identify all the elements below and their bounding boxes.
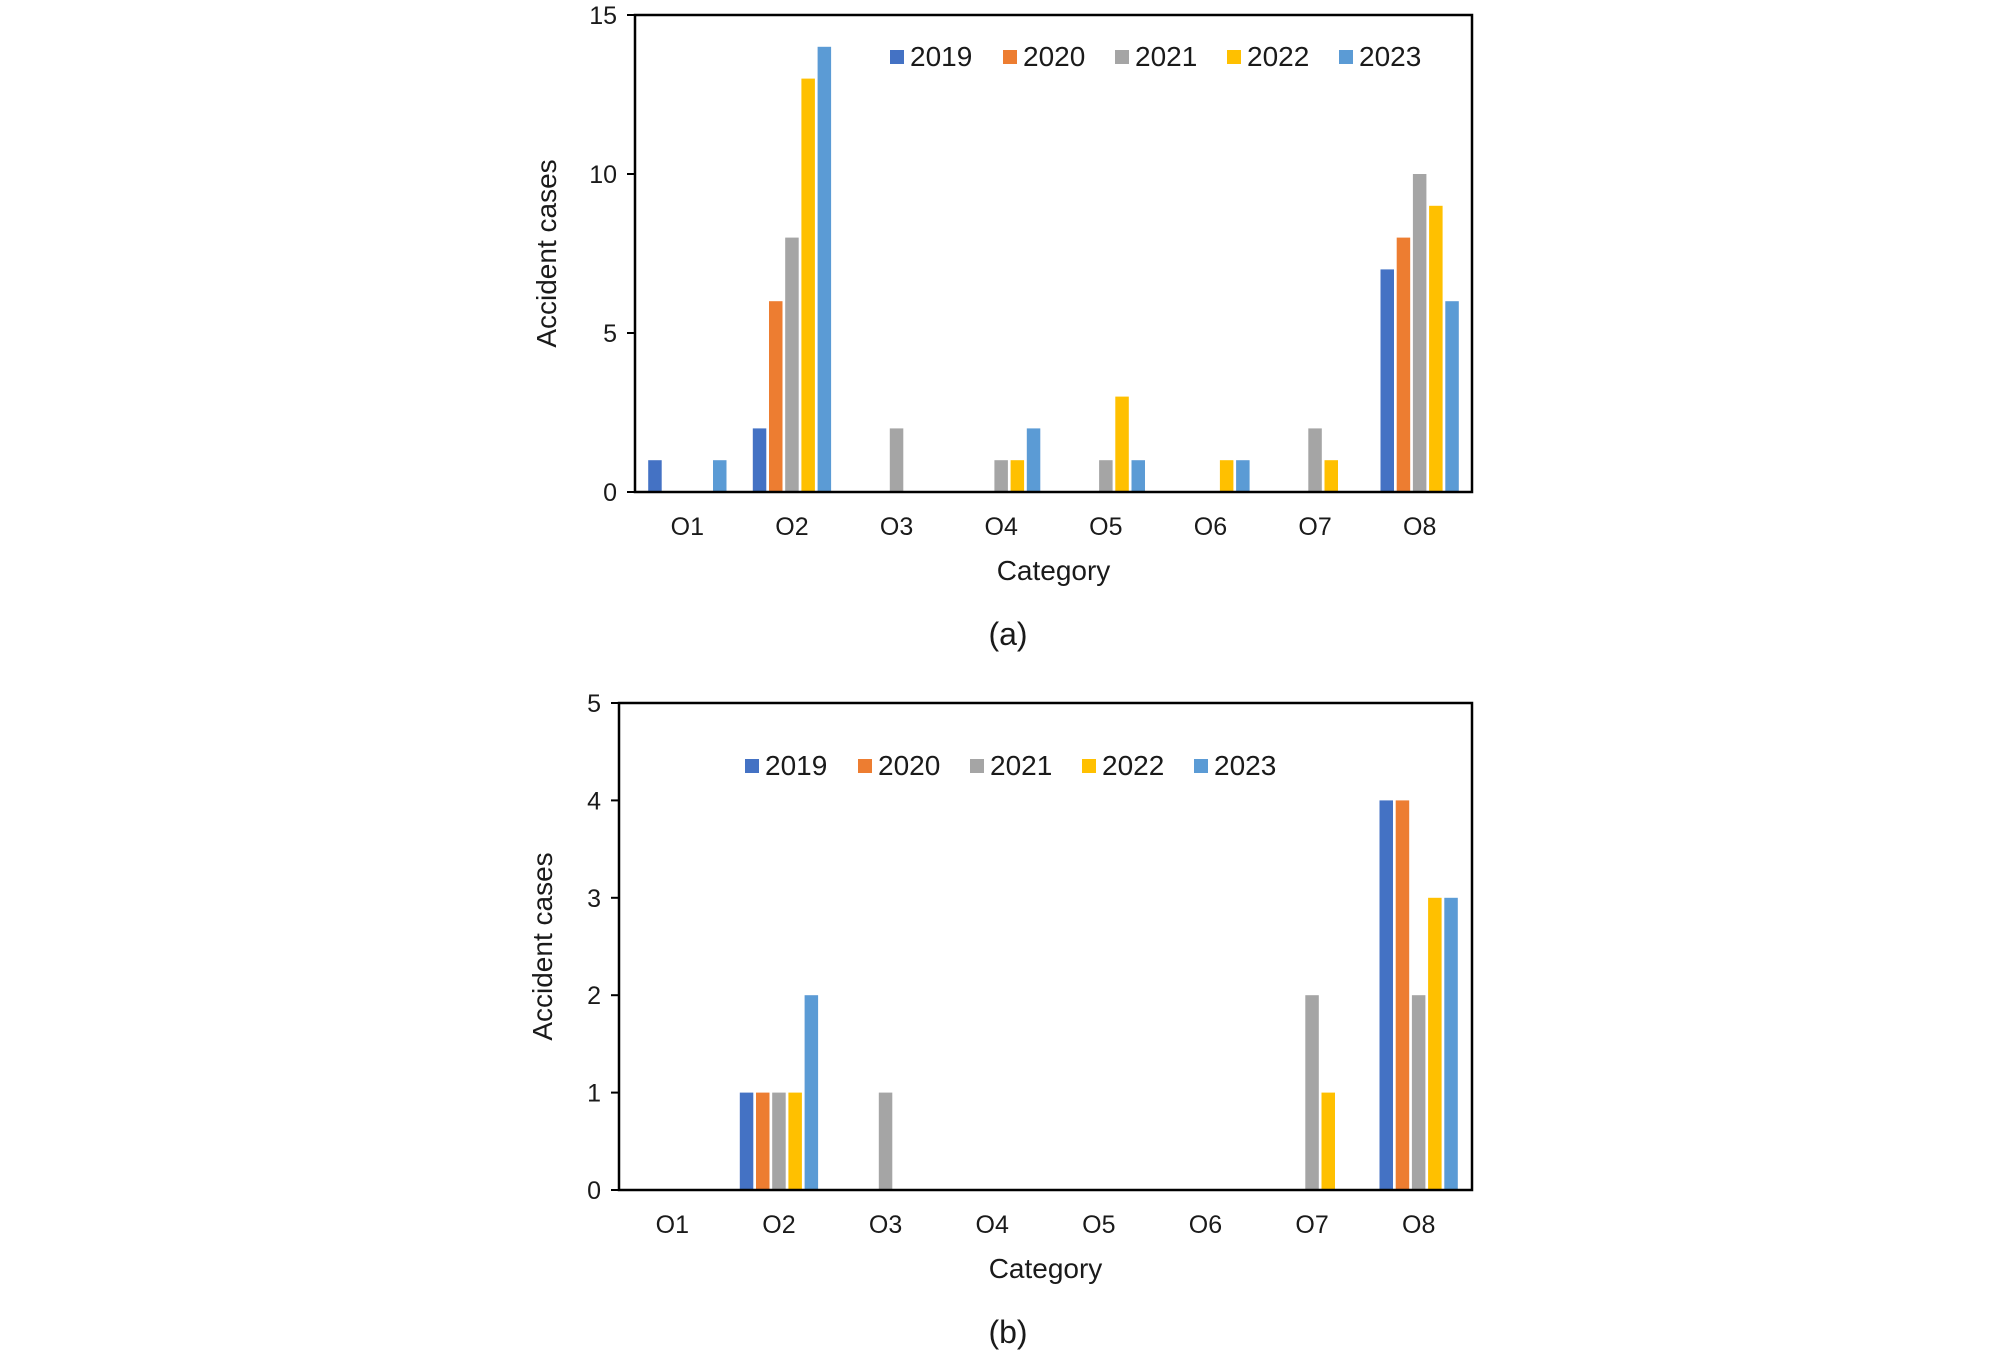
bar-2021-O8 [1412, 174, 1427, 492]
y-tick-label: 15 [589, 2, 617, 30]
legend-label-2022: 2022 [1247, 41, 1309, 72]
legend-label-2019: 2019 [910, 41, 972, 72]
legend-swatch-2020 [1003, 50, 1017, 64]
bar-2021-O7 [1308, 428, 1322, 492]
bar-2023-O2 [817, 46, 832, 493]
bar-2019-O2 [739, 1092, 754, 1190]
bar-2019-O8 [1379, 800, 1393, 1190]
figure-caption: (b) [988, 1314, 1027, 1350]
bar-2021-O3 [878, 1092, 893, 1190]
x-axis-title: Category [997, 555, 1111, 586]
bar-2019-O2 [752, 428, 767, 492]
x-tick-label: O3 [869, 1211, 902, 1239]
bar-2023-O8 [1445, 301, 1459, 492]
bar-2021-O3 [889, 428, 904, 492]
legend-label-2020: 2020 [878, 750, 940, 781]
x-tick-label: O5 [1082, 1211, 1115, 1239]
x-tick-label: O5 [1089, 513, 1122, 541]
legend-label-2023: 2023 [1359, 41, 1421, 72]
bar-2021-O8 [1411, 995, 1426, 1190]
bar-2021-O5 [1099, 460, 1113, 492]
y-axis-title: Accident cases [531, 159, 562, 347]
bar-2019-O1 [648, 460, 662, 492]
plot-frame [617, 701, 1474, 1192]
chart-a: 0 5 10 15 O1 O2 O3 O4 O5 O6 O7 O8 Category Accident c… [531, 2, 1474, 652]
bar-2020-O8 [1395, 800, 1410, 1190]
legend: 2019 2020 2021 2022 2023 [890, 41, 1421, 72]
legend-label-2022: 2022 [1102, 750, 1164, 781]
legend-label-2023: 2023 [1214, 750, 1276, 781]
x-tick-label: O1 [671, 513, 704, 541]
y-tick-label: 0 [603, 479, 617, 507]
x-tick-label: O6 [1189, 1211, 1222, 1239]
bar-2023-O6 [1236, 460, 1250, 492]
x-tick-label: O4 [976, 1211, 1009, 1239]
legend-swatch-2022 [1227, 50, 1241, 64]
bar-2021-O4 [994, 460, 1008, 492]
x-tick-label: O8 [1402, 1211, 1435, 1239]
y-tick-label: 3 [587, 885, 601, 913]
bar-2022-O7 [1321, 1092, 1335, 1190]
legend-swatch-2023 [1194, 759, 1208, 773]
x-tick-label: O3 [880, 513, 913, 541]
legend-swatch-2022 [1082, 759, 1096, 773]
y-tick-label: 0 [587, 1177, 601, 1205]
bar-2020-O2 [756, 1092, 770, 1190]
x-tick-label: O1 [656, 1211, 689, 1239]
bar-2023-O2 [804, 995, 819, 1190]
figure-caption: (a) [988, 616, 1027, 652]
bar-2022-O6 [1219, 460, 1234, 492]
legend-label-2020: 2020 [1023, 41, 1085, 72]
y-tick-label: 1 [587, 1080, 601, 1108]
bar-2022-O7 [1324, 460, 1338, 492]
x-tick-label: O2 [762, 1211, 795, 1239]
bar-2023-O8 [1444, 897, 1458, 1190]
y-axis-title: Accident cases [527, 852, 558, 1040]
chart-b: 0 1 2 3 4 5 O1 O2 O3 O4 O5 O6 O7 O8 Category Accident c… [527, 690, 1474, 1350]
x-tick-label: O6 [1194, 513, 1227, 541]
bar-2022-O8 [1428, 897, 1442, 1190]
bar-2020-O2 [769, 301, 783, 492]
x-tick-label: O2 [775, 513, 808, 541]
legend-label-2019: 2019 [765, 750, 827, 781]
x-tick-label: O8 [1403, 513, 1436, 541]
bar-2021-O2 [772, 1092, 786, 1190]
bar-2022-O4 [1010, 460, 1025, 492]
y-tick-label: 4 [587, 787, 601, 815]
x-tick-label: O4 [985, 513, 1018, 541]
legend-swatch-2021 [970, 759, 984, 773]
bar-2021-O2 [785, 237, 799, 492]
plot-frame [633, 13, 1474, 494]
bar-2022-O2 [788, 1092, 802, 1190]
y-tick-label: 5 [603, 320, 617, 348]
bar-2022-O5 [1115, 396, 1129, 492]
bar-2020-O8 [1396, 237, 1411, 492]
bar-2023-O1 [713, 460, 727, 492]
x-axis-title: Category [989, 1253, 1103, 1284]
y-tick-label: 2 [587, 982, 601, 1010]
legend-swatch-2023 [1339, 50, 1353, 64]
bar-2023-O5 [1131, 460, 1145, 492]
legend: 2019 2020 2021 2022 2023 [745, 750, 1276, 781]
bar-2022-O2 [801, 78, 815, 492]
legend-swatch-2021 [1115, 50, 1129, 64]
x-tick-label: O7 [1295, 1211, 1328, 1239]
bar-2022-O8 [1429, 205, 1443, 493]
legend-swatch-2019 [890, 50, 904, 64]
legend-label-2021: 2021 [1135, 41, 1197, 72]
legend-swatch-2020 [858, 759, 872, 773]
legend-swatch-2019 [745, 759, 759, 773]
legend-label-2021: 2021 [990, 750, 1052, 781]
bar-2023-O4 [1026, 428, 1041, 492]
x-tick-label: O7 [1298, 513, 1331, 541]
bar-2021-O7 [1305, 995, 1319, 1190]
y-tick-label: 10 [589, 161, 617, 189]
bar-2019-O8 [1380, 269, 1394, 492]
y-tick-label: 5 [587, 690, 601, 718]
